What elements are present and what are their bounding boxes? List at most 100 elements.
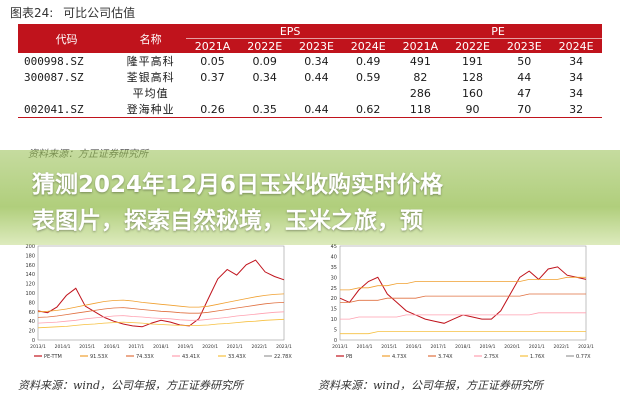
cell-value: 44 [517,70,532,84]
cell-value: 0.05 [200,54,225,68]
legend-label: 43.41X [182,354,200,360]
x-tick-label: 2016/1 [406,344,422,350]
cell-name: 隆平高科 [126,55,175,68]
table-row: 300087.SZ 荃银高科 0.37 0.34 0.44 0.59 82 12… [18,69,602,85]
header-year: 2021A [394,38,447,53]
cell-value: 0.26 [186,101,239,118]
y-tick-label: 120 [25,282,35,288]
y-tick-label: 45 [331,244,337,250]
x-tick-label: 2023/1 [578,344,594,350]
cell-value [186,85,239,101]
header-code: 代码 [18,24,116,53]
cell-value: 34 [569,86,584,100]
legend-label: PB [346,354,353,360]
cell-value: 50 [517,54,532,68]
legend-label: 74.33X [136,354,154,360]
y-tick-label: 15 [331,307,337,313]
valuation-table: 代码 名称 EPS PE 2021A 2022E 2023E 2024E 202… [18,24,602,118]
cell-value: 34 [569,54,584,68]
x-tick-label: 2018/1 [455,344,471,350]
plot-frame [37,245,285,341]
cell-code: 000998.SZ [24,54,84,68]
x-tick-label: 2022/1 [553,344,569,350]
cell-name: 荃银高科 [126,71,175,84]
y-tick-label: 140 [25,272,35,278]
header-year: 2024E [342,38,395,53]
source-note-right: 资料来源：wind，公司年报，方正证券研究所 [318,379,544,392]
legend-label: 0.77X [576,354,591,360]
cell-value: 0.59 [355,70,381,84]
cell-value: 0.62 [342,101,395,118]
cell-value: 0.09 [252,54,277,68]
cell-value: 70 [498,101,551,118]
header-eps: EPS [186,24,395,39]
y-tick-label: 200 [25,244,35,250]
x-tick-label: 2018/1 [153,344,169,350]
cell-value: 32 [550,101,602,118]
cell-value: 118 [394,101,447,118]
legend-label: 4.73X [392,354,407,360]
x-tick-label: 2019/1 [178,344,194,350]
header-year: 2022E [238,38,291,53]
y-tick-label: 20 [29,329,35,335]
x-tick-label: 2020/1 [504,344,520,350]
x-tick-label: 2020/1 [202,344,218,350]
series-line [340,331,586,335]
legend-label: 22.78X [274,354,292,360]
cell-name: 平均值 [132,87,169,100]
y-tick-label: 180 [25,253,35,259]
x-tick-label: 2016/1 [104,344,120,350]
cell-value [291,85,343,101]
cell-value: 0.44 [290,101,343,118]
series-line [340,312,586,320]
x-tick-label: 2023/1 [276,344,292,350]
x-tick-label: 2017/1 [430,344,446,350]
y-tick-label: 0 [334,338,337,344]
cell-value: 82 [413,70,428,84]
x-tick-label: 2019/1 [480,344,496,350]
legend-label: 3.74X [438,354,453,360]
source-note-left: 资料来源：wind，公司年报，方正证券研究所 [18,379,244,392]
legend-label: PE-TTM [44,354,62,360]
cell-value: 0.49 [355,54,381,68]
x-tick-label: 2015/1 [381,344,397,350]
y-tick-label: 20 [331,296,337,302]
x-tick-label: 2013/1 [30,344,46,350]
legend-label: 91.53X [90,354,108,360]
y-tick-label: 30 [331,275,337,281]
x-tick-label: 2022/1 [251,344,267,350]
x-tick-label: 2014/1 [357,344,373,350]
series-line [37,302,285,318]
cell-value: 160 [462,86,484,100]
series-line [340,293,586,303]
header-year: 2021A [186,38,239,53]
x-tick-label: 2015/1 [79,344,95,350]
cell-value: 128 [462,70,484,84]
cell-value: 491 [409,54,431,68]
cell-value: 47 [517,86,532,100]
x-tick-label: 2014/1 [55,344,71,350]
y-tick-label: 25 [331,286,337,292]
cell-code [18,85,115,101]
cell-value: 0.34 [252,70,277,84]
figure-caption: 图表24: 可比公司估值 [10,4,135,21]
y-tick-label: 5 [334,328,337,334]
pb-band-chart: 45 40 35 30 25 20 15 10 5 0 2013/1 2014/1 2015/1 2016… [318,232,596,370]
y-tick-label: 100 [25,291,35,297]
series-line [37,311,285,324]
cell-value: 286 [409,86,431,100]
header-year: 2024E [550,38,602,53]
valuation-table-container: 代码 名称 EPS PE 2021A 2022E 2023E 2024E 202… [18,24,602,118]
cell-value: 90 [446,101,499,118]
plot-frame [339,245,587,341]
cell-code: 002041.SZ [18,101,116,118]
cell-value: 0.37 [200,70,225,84]
cell-name: 登海种业 [115,101,187,118]
y-tick-label: 60 [29,310,35,316]
header-year: 2022E [446,38,499,53]
y-tick-label: 10 [331,317,337,323]
cell-value: 0.34 [304,54,329,68]
table-row: 000998.SZ 隆平高科 0.05 0.09 0.34 0.49 491 1… [18,53,602,69]
